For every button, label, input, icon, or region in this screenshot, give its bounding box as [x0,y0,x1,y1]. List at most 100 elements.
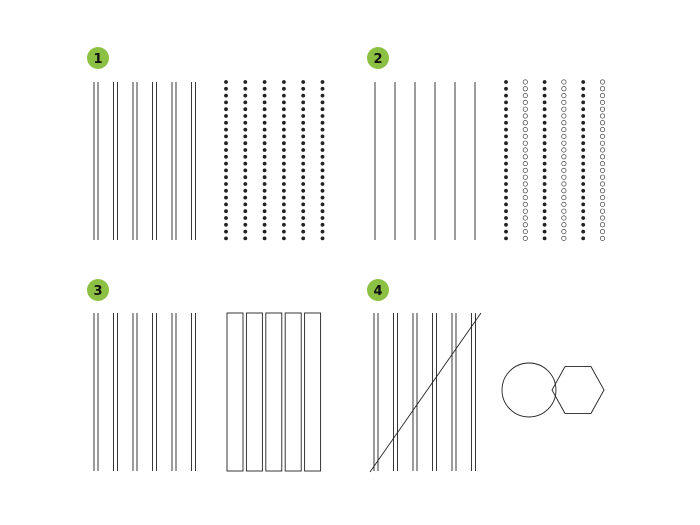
panel-3-rectangle-5 [304,312,322,472]
panel-2-dot [504,175,508,180]
panel-1-dot [320,114,325,118]
panel-2-dot [542,114,547,118]
panel-1-dot [243,86,248,91]
panel-2-dot [599,127,605,133]
panel-2-dot [581,168,586,173]
panel-1-dot [243,120,248,125]
panel-1-dot [301,202,306,207]
panel-2-dot [599,79,605,85]
panel-4-number: 4 [373,284,382,299]
panel-1-dot [282,107,286,112]
panel-1-dot [224,127,228,132]
panel-1-dot [243,182,248,186]
panel-1-dot [224,114,228,118]
panel-1-paired-lines [93,82,196,240]
panel-2-dot [599,147,605,153]
panel-2-dot [522,154,528,160]
panel-2-dot [581,182,586,186]
panel-1-dot [224,134,228,139]
panel-1-dot [320,80,325,84]
panel-3-badge: 3 [87,279,109,301]
panel-1-dot [282,148,286,152]
panel-1-dot [243,161,248,166]
panel-3-rectangles [226,312,322,472]
panel-1-dot [262,209,267,214]
panel-2-dot [522,79,528,85]
panel-1-dot [301,216,306,220]
panel-1-dot [301,120,306,125]
panel-2-dot [599,195,605,201]
panel-1-dot [262,80,267,84]
panel-1-dot [301,107,306,112]
panel-1-dot [301,209,306,214]
panel-1-dot [320,195,325,200]
panel-4-diagonal-line [369,312,482,473]
panel-1-dot [243,216,248,220]
panel-2-dot [561,127,567,133]
panel-1-dot [320,216,325,220]
panel-2-dot [522,208,528,214]
panel-1-dot [262,236,267,241]
panel-1-dot [320,141,325,146]
panel-1-dot [282,154,286,159]
panel-1-dot [224,154,228,159]
panel-2-dot [542,175,547,180]
panel-2-dot-columns [504,79,605,241]
panel-2-dot [542,127,547,132]
panel-2-dot [561,229,567,235]
panel-2-dot [561,93,567,99]
panel-1-dot [282,209,286,214]
panel-1-number: 1 [93,52,102,67]
panel-1-dot [301,148,306,152]
panel-2-dot [542,148,547,152]
panel-2-dot [561,120,567,126]
panel-1-dot [262,161,267,166]
panel-2-dot [542,154,547,159]
panel-2-dot [561,106,567,112]
panel-2-dot [542,216,547,220]
panel-2-dot [581,114,586,118]
panel-1-dot [282,161,286,166]
panel-2-dot [599,106,605,112]
panel-1-dot [282,93,286,98]
panel-2-dot [522,174,528,180]
panel-2-dot [599,215,605,221]
panel-1-dot [262,114,267,118]
panel-1-dot [262,175,267,180]
panel-1-dot [301,80,306,84]
panel-1-dot [262,222,267,227]
panel-2-dot [581,175,586,180]
panel-2-dot [561,133,567,139]
panel-2-dot [522,133,528,139]
panel-1-dot [224,188,228,193]
panel-2-dot [522,229,528,235]
panel-2-dot [599,235,605,241]
panel-1-dot [320,188,325,193]
panel-1-dot [320,93,325,98]
panel-1-dot [262,100,267,105]
panel-2-dot [599,167,605,173]
panel-1-dot [282,141,286,146]
panel-2-dot [504,141,508,146]
panel-2-dot [561,140,567,146]
panel-2-dot [581,222,586,227]
panel-2-dot [581,120,586,125]
panel-1-dot [301,127,306,132]
panel-2-dot [581,216,586,220]
panel-1-dot [262,86,267,91]
panel-2-dot [599,113,605,119]
panel-3-rectangle-4 [284,312,302,472]
panel-1-dot [301,182,306,186]
panel-3-rectangle-2 [245,312,263,472]
panel-1-dot [282,80,286,84]
panel-1-dot [224,107,228,112]
panel-2-dot [504,134,508,139]
panel-2-dot [504,107,508,112]
panel-2-dot [504,100,508,105]
panel-1-dot [224,229,228,234]
panel-1-dot [224,222,228,227]
panel-2-dot [504,127,508,132]
panel-1-dot [243,236,248,241]
panel-2-dot [599,161,605,167]
panel-1-dot [320,175,325,180]
